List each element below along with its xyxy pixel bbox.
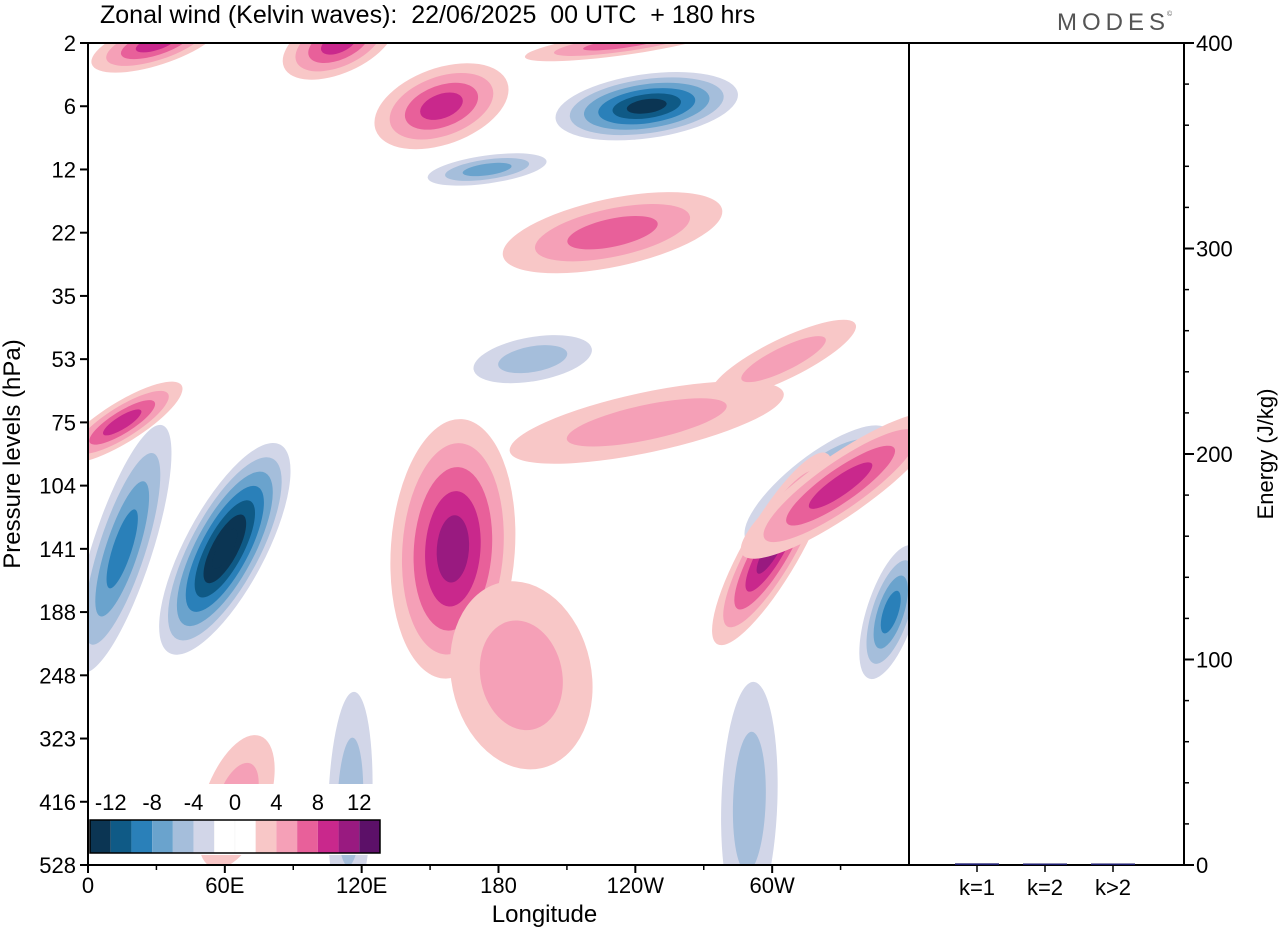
modes-logo: MODES©	[1057, 9, 1175, 37]
y-tick-label: 104	[39, 474, 76, 499]
y-tick-label: 6	[64, 94, 76, 119]
contour-band	[212, 528, 238, 569]
colorbar-swatch	[234, 819, 256, 854]
x-tick-label: 120W	[607, 873, 665, 898]
contour-band	[808, 462, 873, 509]
y-axis-label: Pressure levels (hPa)	[0, 339, 26, 568]
contour-band	[102, 409, 142, 436]
colorbar: -12 -8 -4 0 4 8 12	[88, 784, 382, 855]
colorbar-label: 12	[347, 790, 371, 815]
colorbar-frame	[89, 819, 381, 854]
energy-tick-label: 200	[1196, 442, 1233, 467]
negative-anomaly	[473, 335, 592, 384]
colorbar-label: -4	[184, 790, 204, 815]
contour-band	[462, 162, 512, 177]
contour-band	[732, 731, 766, 865]
y-tick-label: 248	[39, 663, 76, 688]
y-tick-label: 188	[39, 600, 76, 625]
x-tick-label: 120E	[336, 873, 387, 898]
y-tick-label: 323	[39, 727, 76, 752]
contour-band	[880, 590, 901, 634]
colorbar-swatch	[131, 820, 153, 853]
logo-text: MODES	[1057, 9, 1171, 36]
energy-tick-label: 100	[1196, 648, 1233, 673]
colorbar-swatch	[172, 820, 194, 853]
energy-category-label: k=2	[1027, 875, 1063, 900]
colorbar-swatch	[90, 820, 111, 853]
contour-band	[498, 345, 568, 374]
contour-band	[479, 620, 563, 731]
y-tick-label: 141	[39, 537, 76, 562]
energy-tick-label: 300	[1196, 237, 1233, 262]
colorbar-swatch	[317, 820, 339, 853]
contour-band	[566, 398, 727, 447]
negative-anomaly	[427, 153, 547, 186]
energy-bar	[955, 863, 999, 865]
positive-anomaly	[88, 381, 183, 464]
colorbar-label: -12	[95, 790, 127, 815]
colorbar-swatch	[110, 820, 132, 853]
axes: 2 6 12 22 35 53 75 104 141 188 248 323 416 528 Pressur…	[0, 31, 910, 928]
colorbar-label: -8	[142, 790, 162, 815]
negative-anomaly	[88, 424, 172, 673]
energy-axis-label: Energy (J/kg)	[1253, 389, 1278, 520]
negative-anomaly	[555, 72, 738, 141]
energy-tick-label: 0	[1196, 853, 1208, 878]
positive-anomaly	[450, 581, 593, 770]
colorbar-label: 4	[270, 790, 282, 815]
energy-bar	[1091, 863, 1135, 865]
x-tick-label: 180	[480, 873, 517, 898]
y-tick-label: 75	[52, 410, 76, 435]
colorbar-swatch	[152, 820, 173, 853]
energy-category-label: k=1	[959, 875, 995, 900]
x-tick-label: 0	[82, 873, 94, 898]
colorbar-swatch	[214, 819, 236, 854]
y-tick-label: 2	[64, 31, 76, 56]
x-axis-label: Longitude	[492, 901, 597, 928]
positive-anomaly	[740, 412, 909, 559]
positive-anomaly	[374, 63, 509, 150]
energy-frame	[908, 42, 1185, 866]
colorbar-swatch	[338, 820, 360, 853]
y-tick-label: 528	[39, 853, 76, 878]
chart-title: Zonal wind (Kelvin waves): 22/06/2025 00…	[100, 1, 756, 29]
negative-anomaly	[159, 442, 291, 655]
colorbar-label: 8	[312, 790, 324, 815]
contour-band	[567, 215, 658, 250]
y-tick-label: 416	[39, 790, 76, 815]
positive-anomaly	[509, 381, 784, 464]
colorbar-swatch	[193, 820, 215, 853]
energy-bars: 0 100 200 300 400 Energy (J/kg) k=1 k=2 k>2	[908, 31, 1278, 900]
positive-anomaly	[711, 319, 857, 399]
colorbar-swatch	[276, 820, 298, 853]
colorbar-swatch	[359, 820, 380, 853]
y-tick-label: 53	[52, 347, 76, 372]
energy-tick-label: 400	[1196, 31, 1233, 56]
contour-band	[436, 515, 470, 583]
logo-mark: ©	[1167, 11, 1173, 18]
colorbar-swatch	[297, 820, 318, 853]
energy-category-label: k>2	[1095, 875, 1131, 900]
contour-band	[420, 92, 463, 120]
positive-anomaly	[282, 43, 396, 80]
y-tick-label: 12	[52, 157, 76, 182]
x-tick-label: 60E	[205, 873, 244, 898]
energy-bar	[1023, 863, 1067, 865]
negative-anomaly	[859, 545, 909, 680]
colorbar-label: 0	[229, 790, 241, 815]
y-tick-label: 35	[52, 284, 76, 309]
contour-band	[106, 509, 138, 589]
x-tick-label: 60W	[750, 873, 795, 898]
positive-anomaly	[502, 192, 723, 274]
contour-band	[626, 98, 667, 114]
y-tick-label: 22	[52, 221, 76, 246]
negative-anomaly	[721, 681, 778, 865]
contour-band	[741, 336, 826, 383]
colorbar-swatch	[255, 820, 277, 853]
